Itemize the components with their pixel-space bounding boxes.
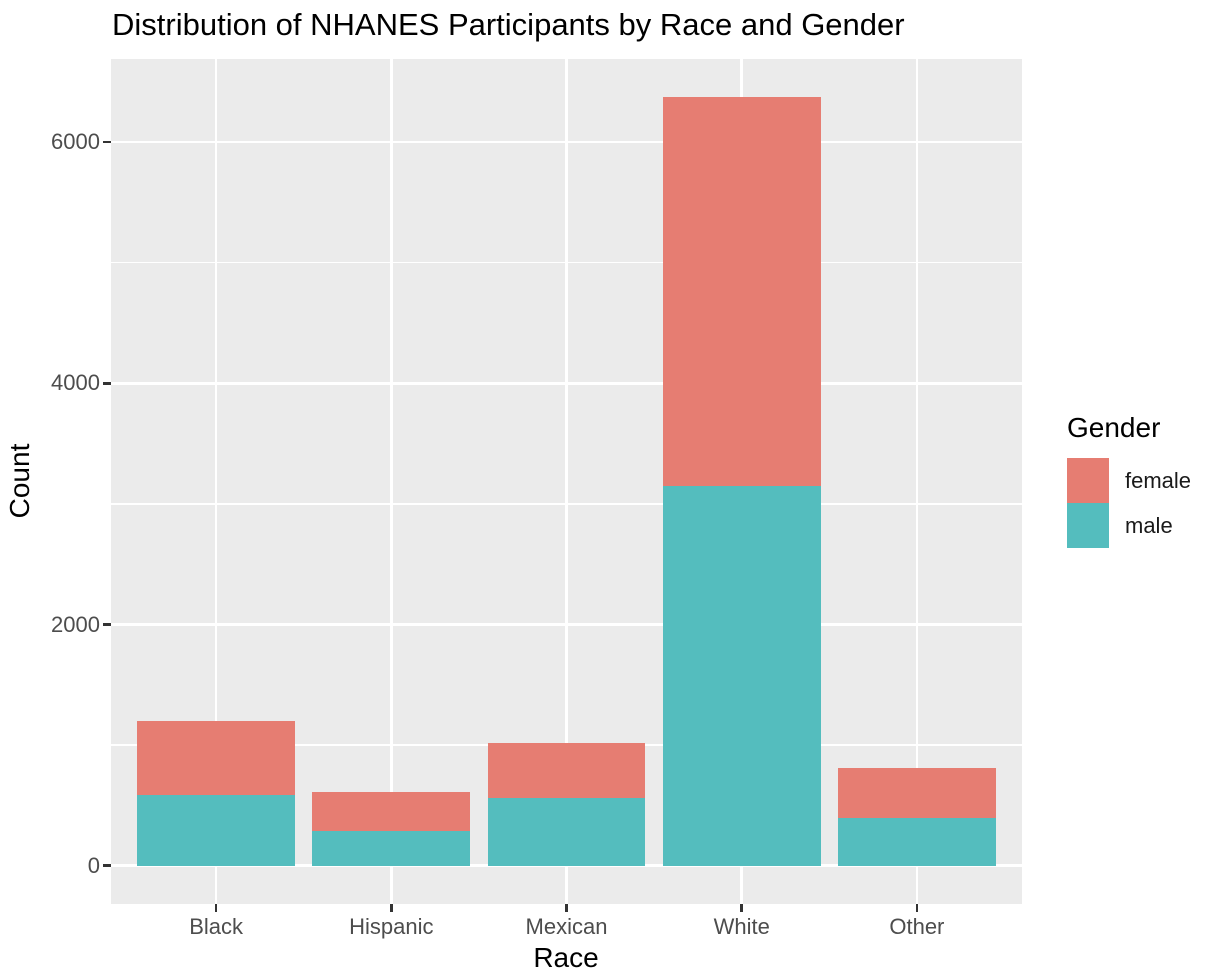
bar-hispanic-female — [312, 792, 471, 831]
bar-mexican-female — [487, 743, 646, 798]
gridline-major-6000 — [111, 140, 1022, 144]
y-tick-mark-4000 — [103, 382, 111, 385]
x-tick-mark-hispanic — [390, 904, 393, 912]
y-tick-label-4000: 4000 — [51, 370, 100, 396]
gridline-vertical-hispanic — [390, 59, 393, 904]
bar-other-female — [838, 768, 996, 819]
y-tick-mark-6000 — [103, 140, 111, 144]
gridline-vertical-mexican — [565, 59, 568, 904]
bar-white-female — [662, 97, 821, 487]
x-tick-label-other: Other — [889, 914, 945, 939]
x-tick-label-white: White — [713, 914, 770, 939]
chart-title: Distribution of NHANES Participants by R… — [112, 7, 905, 42]
bar-black-male — [137, 795, 295, 866]
legend-item-male: male — [1067, 503, 1191, 548]
bar-hispanic-male — [312, 830, 471, 866]
x-tick-mark-mexican — [565, 904, 568, 912]
x-tick-mark-white — [740, 904, 743, 912]
y-tick-label-0: 0 — [87, 852, 100, 878]
legend-title: Gender — [1067, 412, 1161, 443]
y-tick-label-6000: 6000 — [51, 129, 100, 155]
gridline-major-0 — [111, 864, 1022, 867]
bar-other-male — [838, 818, 996, 866]
gridline-minor-5000 — [111, 262, 1022, 264]
x-tick-label-mexican: Mexican — [525, 914, 608, 939]
bar-mexican-male — [487, 797, 646, 866]
x-tick-mark-other — [915, 904, 919, 912]
x-axis-title: Race — [533, 942, 599, 973]
gridline-vertical-other — [915, 59, 919, 904]
legend-label-female: female — [1125, 468, 1192, 493]
legend-items: female male — [1067, 458, 1191, 548]
gridline-vertical-black — [214, 59, 218, 904]
legend-swatch-male — [1067, 503, 1109, 548]
x-tick-label-hispanic: Hispanic — [349, 914, 434, 939]
legend: Gender female male — [1067, 413, 1191, 548]
gridline-major-4000 — [111, 382, 1022, 385]
y-tick-mark-2000 — [103, 623, 111, 626]
y-tick-mark-0 — [103, 864, 111, 867]
plot-panel — [111, 59, 1022, 904]
gridline-major-2000 — [111, 623, 1022, 626]
legend-label-male: male — [1125, 513, 1173, 538]
bar-white-male — [662, 486, 821, 866]
y-axis-title: Count — [4, 443, 35, 519]
y-tick-label-2000: 2000 — [51, 611, 100, 637]
x-tick-label-black: Black — [189, 914, 243, 939]
gridline-minor-3000 — [111, 503, 1022, 505]
bar-black-female — [137, 721, 295, 796]
x-tick-mark-black — [214, 904, 218, 912]
legend-swatch-female — [1067, 458, 1109, 503]
legend-item-female: female — [1067, 458, 1191, 503]
